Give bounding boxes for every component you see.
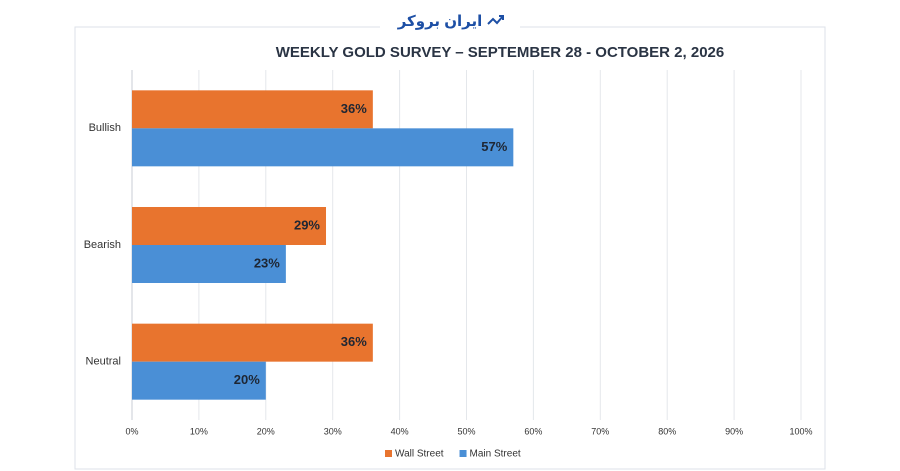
watermark-icon — [487, 15, 504, 25]
value-label: 23% — [254, 255, 280, 270]
legend-label: Main Street — [470, 449, 521, 460]
x-tick-label: 80% — [658, 426, 676, 436]
value-label: 57% — [481, 139, 507, 154]
x-tick-label: 100% — [789, 426, 812, 436]
watermark: ایران بروکر — [397, 13, 483, 30]
bar — [132, 90, 373, 129]
bar — [132, 245, 286, 283]
x-tick-label: 10% — [190, 426, 208, 436]
y-tick-label: Neutral — [86, 356, 121, 368]
x-tick-label: 30% — [324, 426, 342, 436]
value-label: 29% — [294, 217, 320, 232]
legend-swatch — [459, 450, 467, 457]
chart-title: WEEKLY GOLD SURVEY – SEPTEMBER 28 - OCTO… — [276, 44, 724, 61]
x-tick-label: 50% — [457, 426, 475, 436]
legend-label: Wall Street — [395, 449, 444, 460]
y-tick-label: Bullish — [89, 122, 121, 134]
x-tick-label: 20% — [257, 426, 275, 436]
x-tick-label: 70% — [591, 426, 609, 436]
value-label: 20% — [234, 372, 260, 387]
bar — [132, 128, 514, 167]
value-label: 36% — [341, 334, 367, 349]
x-tick-label: 0% — [125, 426, 138, 436]
y-tick-label: Bearish — [84, 239, 121, 251]
bar — [132, 207, 327, 245]
legend-swatch — [385, 450, 392, 457]
x-tick-label: 60% — [524, 426, 542, 436]
bar — [132, 323, 373, 362]
value-label: 36% — [341, 101, 367, 116]
x-tick-label: 40% — [391, 426, 409, 436]
bar — [132, 361, 266, 400]
x-tick-label: 90% — [725, 426, 743, 436]
